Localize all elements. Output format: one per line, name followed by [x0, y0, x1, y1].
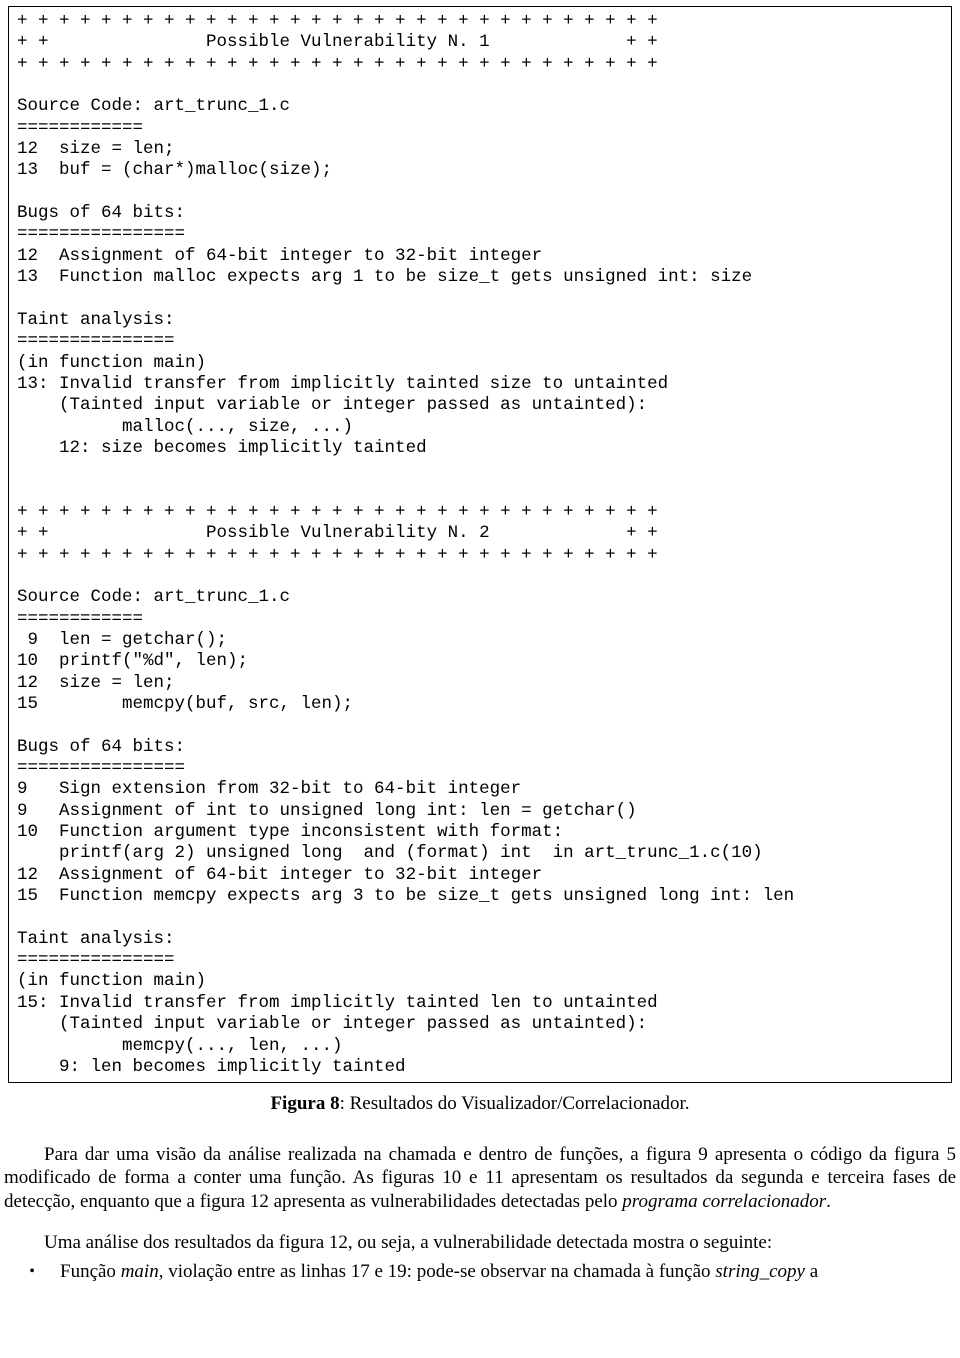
v2-source-line-15: 15 memcpy(buf, src, len); [17, 694, 353, 714]
separator: =============== [17, 331, 175, 351]
v2-source-line-09: 9 len = getchar(); [17, 630, 227, 650]
vuln2-border-top: + + + + + + + + + + + + + + + + + + + + … [17, 502, 658, 522]
v2-bug-line: printf(arg 2) unsigned long and (format)… [17, 843, 763, 863]
list-intro: Uma análise dos resultados da figura 12,… [4, 1231, 956, 1254]
v1-taint-line: 12: size becomes implicitly tainted [17, 438, 427, 458]
v2-source-line-10: 10 printf("%d", len); [17, 651, 248, 671]
list-item-a: Função [60, 1261, 121, 1282]
v1-taint-line: malloc(..., size, ...) [17, 417, 353, 437]
taint-header: Taint analysis: [17, 310, 175, 330]
list-item-em2: string_copy [715, 1261, 805, 1282]
v2-taint-line: 15: Invalid transfer from implicitly tai… [17, 993, 658, 1013]
vuln2-title: + + Possible Vulnerability N. 2 + + [17, 523, 658, 543]
list-item-em1: main [121, 1261, 159, 1282]
separator: ============ [17, 118, 143, 138]
list-item-c: a [805, 1261, 818, 1282]
v2-bug-line: 15 Function memcpy expects arg 3 to be s… [17, 886, 794, 906]
paragraph-1: Para dar uma visão da análise realizada … [4, 1143, 956, 1213]
v1-source-line-12: 12 size = len; [17, 139, 175, 159]
code-output-box: + + + + + + + + + + + + + + + + + + + + … [8, 6, 952, 1083]
list-item: • Função main, violação entre as linhas … [4, 1260, 956, 1283]
analysis-list-block: Uma análise dos resultados da figura 12,… [4, 1231, 956, 1283]
v1-bug-line-13: 13 Function malloc expects arg 1 to be s… [17, 267, 752, 287]
v2-taint-line: 9: len becomes implicitly tainted [17, 1057, 406, 1077]
v2-taint-line: memcpy(..., len, ...) [17, 1036, 343, 1056]
v2-bug-line: 9 Assignment of int to unsigned long int… [17, 801, 637, 821]
para1-emphasis: programa correlacionador [622, 1191, 826, 1212]
taint-scope: (in function main) [17, 971, 206, 991]
v1-taint-line: (Tainted input variable or integer passe… [17, 395, 647, 415]
source-code-header: Source Code: art_trunc_1.c [17, 96, 290, 116]
v2-bug-line: 9 Sign extension from 32-bit to 64-bit i… [17, 779, 521, 799]
list-item-b: , violação entre as linhas 17 e 19: pode… [159, 1261, 716, 1282]
bugs-header: Bugs of 64 bits: [17, 737, 185, 757]
vuln1-border-top: + + + + + + + + + + + + + + + + + + + + … [17, 11, 658, 31]
v1-taint-line: 13: Invalid transfer from implicitly tai… [17, 374, 668, 394]
v2-bug-line: 12 Assignment of 64-bit integer to 32-bi… [17, 865, 542, 885]
figure-caption-text: : Resultados do Visualizador/Correlacion… [340, 1093, 690, 1114]
list-item-text: Função main, violação entre as linhas 17… [60, 1260, 956, 1283]
vuln1-title: + + Possible Vulnerability N. 1 + + [17, 32, 658, 52]
source-code-header: Source Code: art_trunc_1.c [17, 587, 290, 607]
v2-bug-line: 10 Function argument type inconsistent w… [17, 822, 563, 842]
vuln1-border-bottom: + + + + + + + + + + + + + + + + + + + + … [17, 54, 658, 74]
vuln2-border-bottom: + + + + + + + + + + + + + + + + + + + + … [17, 545, 658, 565]
figure-label: Figura 8 [270, 1093, 339, 1114]
taint-scope: (in function main) [17, 353, 206, 373]
list-intro-text: Uma análise dos resultados da figura 12,… [44, 1232, 772, 1253]
para1-text-b: . [826, 1191, 831, 1212]
v1-bug-line-12: 12 Assignment of 64-bit integer to 32-bi… [17, 246, 542, 266]
bugs-header: Bugs of 64 bits: [17, 203, 185, 223]
v1-source-line-13: 13 buf = (char*)malloc(size); [17, 160, 332, 180]
separator: ================ [17, 224, 185, 244]
separator: =============== [17, 950, 175, 970]
separator: ============ [17, 609, 143, 629]
taint-header: Taint analysis: [17, 929, 175, 949]
separator: ================ [17, 758, 185, 778]
v2-source-line-12: 12 size = len; [17, 673, 175, 693]
figure-caption: Figura 8: Resultados do Visualizador/Cor… [0, 1093, 960, 1115]
bullet-icon: • [4, 1260, 60, 1282]
v2-taint-line: (Tainted input variable or integer passe… [17, 1014, 647, 1034]
